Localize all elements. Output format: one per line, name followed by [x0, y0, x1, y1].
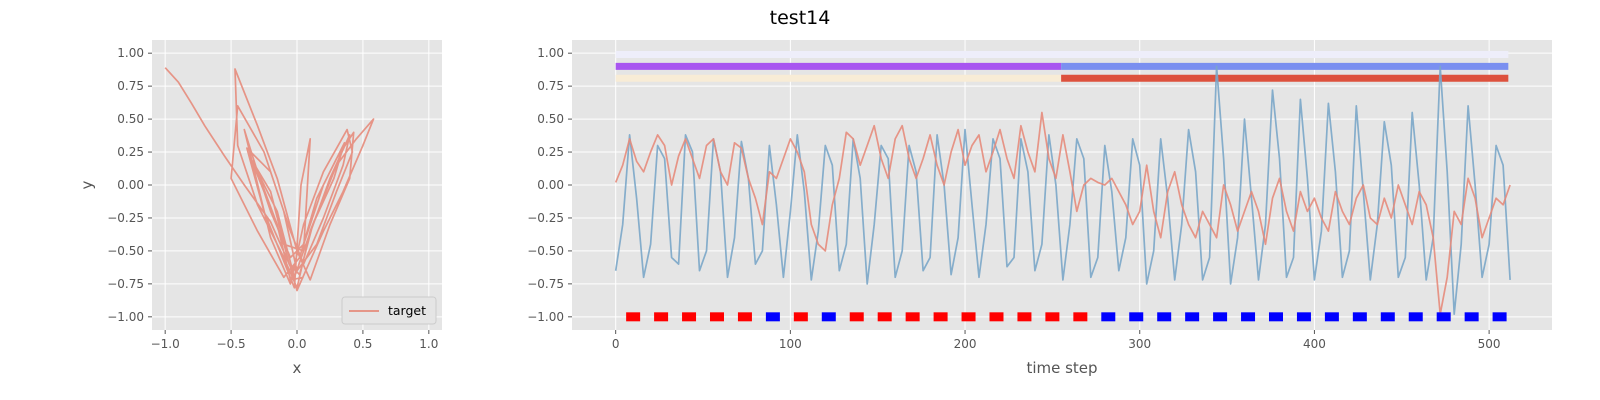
tick-label-x: −0.5: [217, 337, 246, 351]
tick-label-y: 0.75: [117, 79, 144, 93]
action-marker: [1268, 312, 1283, 322]
tick-label-y: −0.25: [107, 211, 144, 225]
action-marker: [1241, 312, 1256, 322]
action-marker: [1296, 312, 1311, 322]
action-marker: [1436, 312, 1451, 322]
tick-label-y: 0.50: [117, 112, 144, 126]
action-marker: [1408, 312, 1423, 322]
tick-label-x: −1.0: [151, 337, 180, 351]
tick-label-y: 1.00: [117, 46, 144, 60]
action-marker: [737, 312, 752, 322]
action-marker: [849, 312, 864, 322]
series-line: [614, 65, 1511, 316]
tick-label-y: 0.50: [537, 112, 564, 126]
panel-xy-ylabel: y: [78, 180, 96, 189]
action-marker: [821, 312, 836, 322]
action-marker: [1492, 312, 1507, 322]
tick-label-y: −0.75: [527, 277, 564, 291]
action-marker: [626, 312, 641, 322]
tick-label-y: −0.50: [107, 244, 144, 258]
tick-label-y: 0.25: [117, 145, 144, 159]
action-marker: [1101, 312, 1116, 322]
action-marker: [933, 312, 948, 322]
panel-ts-markers: [626, 312, 1507, 322]
action-marker: [709, 312, 724, 322]
panel-time-series: 0 100 200 300 400 500 1.00 0.75 0.50 0.25 0.00 −0.…: [527, 40, 1552, 377]
tick-label-x: 0.5: [353, 337, 372, 351]
action-marker: [905, 312, 920, 322]
tick-label-y: 0.00: [537, 178, 564, 192]
tick-label-y: 1.00: [537, 46, 564, 60]
tick-label-x: 500: [1478, 337, 1501, 351]
panel-xy-xlabel: x: [293, 359, 302, 377]
action-marker: [1464, 312, 1479, 322]
panel-ts-bands: [615, 51, 1509, 82]
tick-label-y: −0.50: [527, 244, 564, 258]
panel-xy-xticks: −1.0 −0.5 0.0 0.5 1.0: [151, 330, 438, 351]
figure-title: test14: [770, 7, 831, 29]
action-marker: [961, 312, 976, 322]
tick-label-y: 0.00: [117, 178, 144, 192]
action-marker: [1352, 312, 1367, 322]
action-marker: [1073, 312, 1088, 322]
action-marker: [989, 312, 1004, 322]
panel-xy-lines: [164, 67, 375, 292]
panel-ts-xticks: 0 100 200 300 400 500: [612, 330, 1501, 351]
tick-label-y: −0.25: [527, 211, 564, 225]
tick-label-x: 0: [612, 337, 620, 351]
legend-box: [341, 296, 437, 325]
action-marker: [1324, 312, 1339, 322]
tick-label-x: 400: [1303, 337, 1326, 351]
panel-xy: −1.0 −0.5 0.0 0.5 1.0 1.00 0.75 0.50 0.25 0.00 −0…: [78, 40, 442, 377]
panel-ts-lines: [614, 65, 1511, 316]
action-marker: [1380, 312, 1395, 322]
tick-label-y: −0.75: [107, 277, 144, 291]
action-marker: [765, 312, 780, 322]
tick-label-y: 0.25: [537, 145, 564, 159]
series-line-target: [164, 67, 375, 292]
legend: target: [341, 296, 437, 325]
action-marker: [654, 312, 669, 322]
action-marker: [1213, 312, 1228, 322]
tick-label-x: 300: [1128, 337, 1151, 351]
legend-label-target: target: [388, 303, 426, 318]
action-marker: [1185, 312, 1200, 322]
action-marker: [682, 312, 697, 322]
action-marker: [1017, 312, 1032, 322]
tick-label-x: 100: [779, 337, 802, 351]
action-marker: [793, 312, 808, 322]
action-marker: [1045, 312, 1060, 322]
tick-label-x: 200: [954, 337, 977, 351]
panel-xy-yticks: 1.00 0.75 0.50 0.25 0.00 −0.25 −0.50 −0.75 −1.00: [107, 46, 152, 324]
tick-label-y: −1.00: [527, 310, 564, 324]
tick-label-y: −1.00: [107, 310, 144, 324]
panel-ts-xlabel: time step: [1026, 359, 1097, 377]
panel-ts-yticks: 1.00 0.75 0.50 0.25 0.00 −0.25 −0.50 −0.75 −1.00: [527, 46, 572, 324]
action-marker: [1157, 312, 1172, 322]
tick-label-x: 1.0: [419, 337, 438, 351]
action-marker: [1129, 312, 1144, 322]
tick-label-y: 0.75: [537, 79, 564, 93]
action-marker: [877, 312, 892, 322]
series-line: [614, 111, 1511, 316]
tick-label-x: 0.0: [287, 337, 306, 351]
